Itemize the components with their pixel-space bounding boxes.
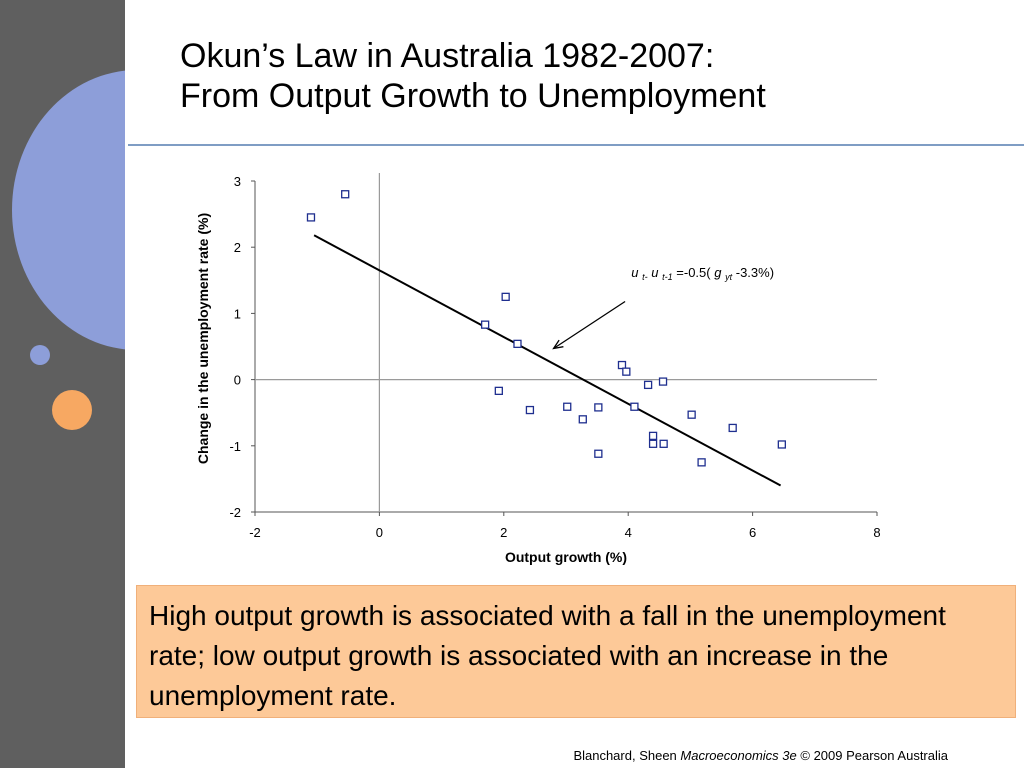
eq-sub-g: yt (724, 272, 733, 282)
title-divider (128, 144, 1024, 146)
data-point (594, 403, 603, 412)
y-tick-label: 3 (234, 174, 241, 189)
data-point (658, 377, 668, 386)
callout-box: High output growth is associated with a … (136, 585, 1016, 718)
eq-g: g (714, 265, 722, 280)
eq-sub2: t-1 (662, 272, 673, 282)
data-point (697, 458, 706, 467)
eq-u1: u (631, 265, 638, 280)
annotation-arrow-head (552, 339, 564, 350)
decorative-dot-orange (52, 390, 92, 430)
data-point (617, 360, 627, 370)
sidebar-decoration (0, 0, 125, 768)
eq-coef: =-0.5( (676, 265, 711, 280)
regression-line (313, 234, 782, 487)
y-axis-label: Change in the unemployment rate (%) (195, 213, 211, 464)
eq-u2: u (651, 265, 658, 280)
equation-annotation: u t- u t-1 =-0.5( g yt -3.3%) (631, 265, 774, 283)
data-points (306, 190, 786, 467)
y-tick-label: 1 (234, 306, 241, 321)
data-point (341, 190, 350, 199)
fit-line-group (313, 234, 782, 487)
data-point (643, 380, 653, 390)
x-tick-label: 0 (376, 525, 383, 540)
data-point (777, 440, 786, 449)
data-point (622, 367, 631, 376)
y-tick-label: 2 (234, 240, 241, 255)
footer-authors: Blanchard, Sheen (573, 748, 677, 763)
annotation-arrow-shaft (553, 300, 626, 350)
footer-copyright: © 2009 Pearson Australia (800, 748, 948, 763)
data-point (525, 405, 535, 415)
x-tick-label: 2 (500, 525, 507, 540)
data-point (494, 386, 503, 396)
x-tick-label: 4 (625, 525, 632, 540)
footer-credit: Blanchard, Sheen Macroeconomics 3e © 200… (573, 748, 948, 763)
x-tick-label: 6 (749, 525, 756, 540)
data-point (687, 410, 696, 419)
x-tick-label: 8 (873, 525, 880, 540)
data-point (563, 402, 572, 411)
data-point (594, 449, 603, 458)
slide-title-line-2: From Output Growth to Unemployment (180, 77, 766, 115)
data-point (578, 415, 587, 424)
data-point (501, 292, 510, 302)
data-point (630, 402, 639, 411)
slide-title-line-1: Okun’s Law in Australia 1982-2007: (180, 37, 715, 75)
data-point (648, 431, 658, 441)
footer-book: Macroeconomics 3e (680, 748, 797, 763)
data-point (480, 320, 490, 329)
slide-title: Okun’s Law in Australia 1982-2007: From … (180, 36, 1000, 116)
x-axis-label: Output growth (%) (505, 549, 627, 565)
data-point (728, 423, 737, 433)
data-point (659, 439, 668, 448)
decorative-dot-blue (30, 345, 50, 365)
equation-annotation-group: u t- u t-1 =-0.5( g yt -3.3%) (552, 265, 774, 350)
decorative-circle-large (12, 70, 125, 350)
data-point (648, 439, 658, 448)
y-tick-label: -1 (229, 439, 241, 454)
x-tick-label: -2 (249, 525, 261, 540)
y-tick-label: -2 (229, 505, 241, 520)
callout-text: High output growth is associated with a … (149, 600, 946, 711)
eq-end: -3.3%) (736, 265, 774, 280)
data-point (306, 213, 316, 222)
okun-scatter-chart: -2 -1 0 1 2 3 -2 0 2 4 6 8 u t- u t-1 =-0.5( g yt -… (195, 173, 881, 565)
chart-ticks: -2 -1 0 1 2 3 -2 0 2 4 6 8 (229, 174, 880, 540)
eq-sub1: t- (642, 272, 648, 282)
chart-axes (254, 173, 877, 513)
y-tick-label: 0 (234, 373, 241, 388)
data-point (513, 339, 522, 349)
